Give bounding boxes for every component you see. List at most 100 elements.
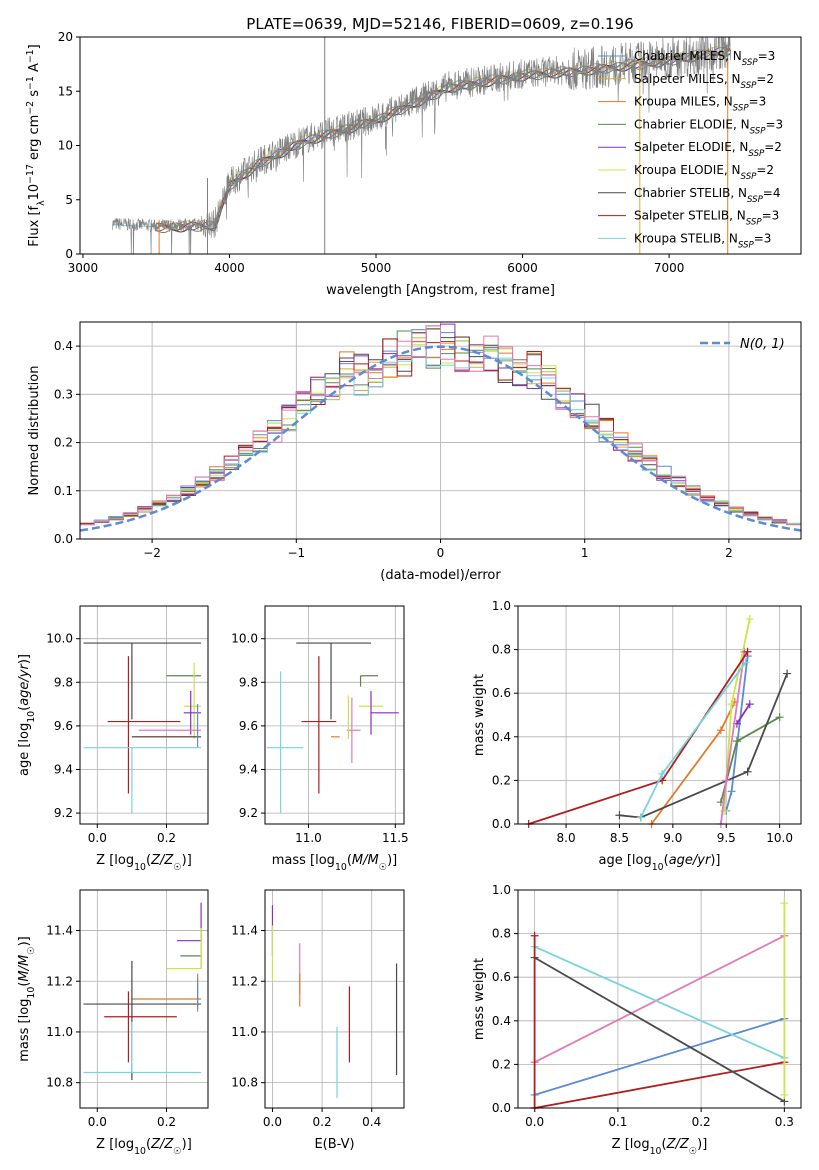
weight-line: [534, 1017, 785, 1096]
y-tick-label: 9.4: [239, 763, 258, 777]
axes-frame: [79, 605, 209, 825]
x-tick-label: 8.5: [610, 831, 629, 845]
weight_vs_age-panel: 8.0 8.5 9.0 9.5 10.0 0.0 0.2 0.4 0.6 0.8 1.0 age [l…: [472, 599, 802, 873]
axes-frame: [79, 889, 209, 1109]
y-tick-label: 0.0: [492, 817, 511, 831]
weight-line: [720, 651, 746, 825]
x-tick-label: 6000: [507, 261, 538, 275]
histogram-plot: [80, 323, 801, 532]
y-tick-label: 0.4: [54, 339, 73, 353]
legend-label: N(0, 1): [740, 337, 785, 352]
weight-line: [534, 934, 785, 1064]
weight-marker: [658, 769, 667, 778]
y-tick-label: 9.4: [54, 763, 73, 777]
x-tick-label: 1: [581, 546, 589, 560]
figure-title: PLATE=0639, MJD=52146, FIBERID=0609, z=0…: [246, 15, 633, 33]
y-tick-label: 11.4: [231, 924, 258, 938]
y-axis-label: mass [log10(M/M☉)]: [17, 936, 37, 1062]
residuals-panel: −2 −1 0 1 2 0.0 0.1 0.2 0.3 0.4 (data-model)/error…: [27, 321, 802, 583]
y-tick-label: 10.8: [231, 1076, 258, 1090]
x-axis-label: Z [log10(Z/Z☉)]: [96, 853, 192, 873]
x-axis-label: wavelength [Angstrom, rest frame]: [326, 283, 555, 298]
y-tick-label: 11.2: [231, 974, 258, 988]
legend-label: Chabrier STELIB, NSSP=4: [634, 186, 781, 205]
x-axis-label: Z [log10(Z/Z☉)]: [612, 1137, 708, 1157]
x-tick-label: −1: [287, 546, 305, 560]
weight_vs_Z-panel: 0.0 0.1 0.2 0.3 0.0 0.2 0.4 0.6 0.8 1.0 Z [log10(Z…: [472, 883, 802, 1157]
y-tick-label: 9.8: [54, 675, 73, 689]
y-tick-label: 11.4: [46, 924, 73, 938]
x-tick-label: 7000: [654, 261, 685, 275]
x-tick-label: 9.5: [717, 831, 736, 845]
age_vs_mass-panel: 11.0 11.5 9.2 9.4 9.6 9.8 10.0 mass [log10(M/M☉…: [231, 605, 409, 873]
legend-label: Chabrier MILES, NSSP=3: [634, 49, 775, 68]
y-tick-label: 0.6: [492, 686, 511, 700]
weight-marker: [775, 713, 784, 722]
x-tick-label: 0: [437, 546, 445, 560]
y-tick-label: 9.2: [239, 806, 258, 820]
normal-curve: [80, 345, 801, 532]
x-tick-label: −2: [143, 546, 161, 560]
axes-frame: [517, 605, 802, 825]
weight-marker: [720, 806, 729, 815]
x-axis-label: mass [log10(M/M☉)]: [272, 853, 398, 873]
weight-line: [619, 673, 788, 819]
legend-label: Salpeter MILES, NSSP=2: [634, 72, 774, 91]
y-tick-label: 15: [58, 84, 73, 98]
mass_vs_ebv-panel: 0.0 0.2 0.4 10.8 11.0 11.2 11.4 E(B-V): [231, 889, 405, 1152]
x-tick-label: 11.5: [382, 831, 409, 845]
y-tick-label: 11.0: [46, 1025, 73, 1039]
weight-marker: [732, 737, 741, 746]
x-tick-label: 0.0: [88, 1115, 107, 1129]
x-tick-label: 4000: [214, 261, 245, 275]
weight-line: [534, 956, 785, 1103]
y-tick-label: 9.6: [54, 719, 73, 733]
y-axis-label: Normed distribution: [27, 366, 42, 496]
x-tick-label: 0.0: [263, 1115, 282, 1129]
y-axis-label: age [log10(age/yr)]: [17, 654, 37, 776]
x-tick-label: 0.2: [157, 1115, 176, 1129]
y-tick-label: 0.0: [54, 532, 73, 546]
x-axis-label: (data-model)/error: [380, 568, 501, 583]
weight-marker: [727, 787, 736, 796]
y-tick-label: 0.0: [492, 1101, 511, 1115]
y-tick-label: 9.8: [239, 675, 258, 689]
weight-marker: [722, 776, 731, 785]
y-tick-label: 9.6: [239, 719, 258, 733]
weight-marker: [743, 767, 752, 776]
y-tick-label: 10: [58, 139, 73, 153]
age_vs_Z-panel: 0.0 0.2 9.2 9.4 9.6 9.8 10.0 Z [log10(Z/Z☉)] age…: [17, 605, 209, 873]
spectrum-plot: [111, 37, 731, 254]
x-tick-label: 0.3: [775, 1115, 794, 1129]
legend-label: Salpeter STELIB, NSSP=3: [634, 209, 779, 228]
weight-marker: [783, 669, 792, 678]
mass_vs_Z-panel: 0.0 0.2 10.8 11.0 11.2 11.4 Z [log10(Z/Z☉)] mas…: [17, 889, 209, 1157]
y-tick-label: 10.0: [231, 632, 258, 646]
y-tick-label: 5: [65, 193, 73, 207]
y-tick-label: 0.8: [492, 927, 511, 941]
y-tick-label: 0.2: [492, 1057, 511, 1071]
y-tick-label: 11.0: [231, 1025, 258, 1039]
legend-label: Salpeter ELODIE, NSSP=2: [634, 140, 782, 159]
legend-label: Kroupa MILES, NSSP=3: [634, 95, 766, 114]
y-tick-label: 0.4: [492, 1014, 511, 1028]
x-tick-label: 3000: [68, 261, 99, 275]
y-tick-label: 0.6: [492, 970, 511, 984]
weight-marker: [743, 647, 752, 656]
y-tick-label: 10.0: [46, 632, 73, 646]
weight-marker: [636, 813, 645, 822]
weight-marker: [530, 931, 539, 940]
y-tick-label: 0.3: [54, 387, 73, 401]
y-tick-label: 20: [58, 30, 73, 44]
x-tick-label: 0.0: [525, 1115, 544, 1129]
y-axis-label: Flux [fλ10−17 erg cm−2 s−1 A−1]: [25, 44, 47, 246]
x-tick-label: 11.0: [295, 831, 322, 845]
x-tick-label: 0.4: [362, 1115, 381, 1129]
y-axis-label: mass weight: [472, 674, 487, 756]
legend-label: Kroupa ELODIE, NSSP=2: [634, 163, 774, 182]
weight-marker: [716, 726, 725, 735]
y-tick-label: 9.2: [54, 806, 73, 820]
weight-line: [534, 945, 785, 1059]
